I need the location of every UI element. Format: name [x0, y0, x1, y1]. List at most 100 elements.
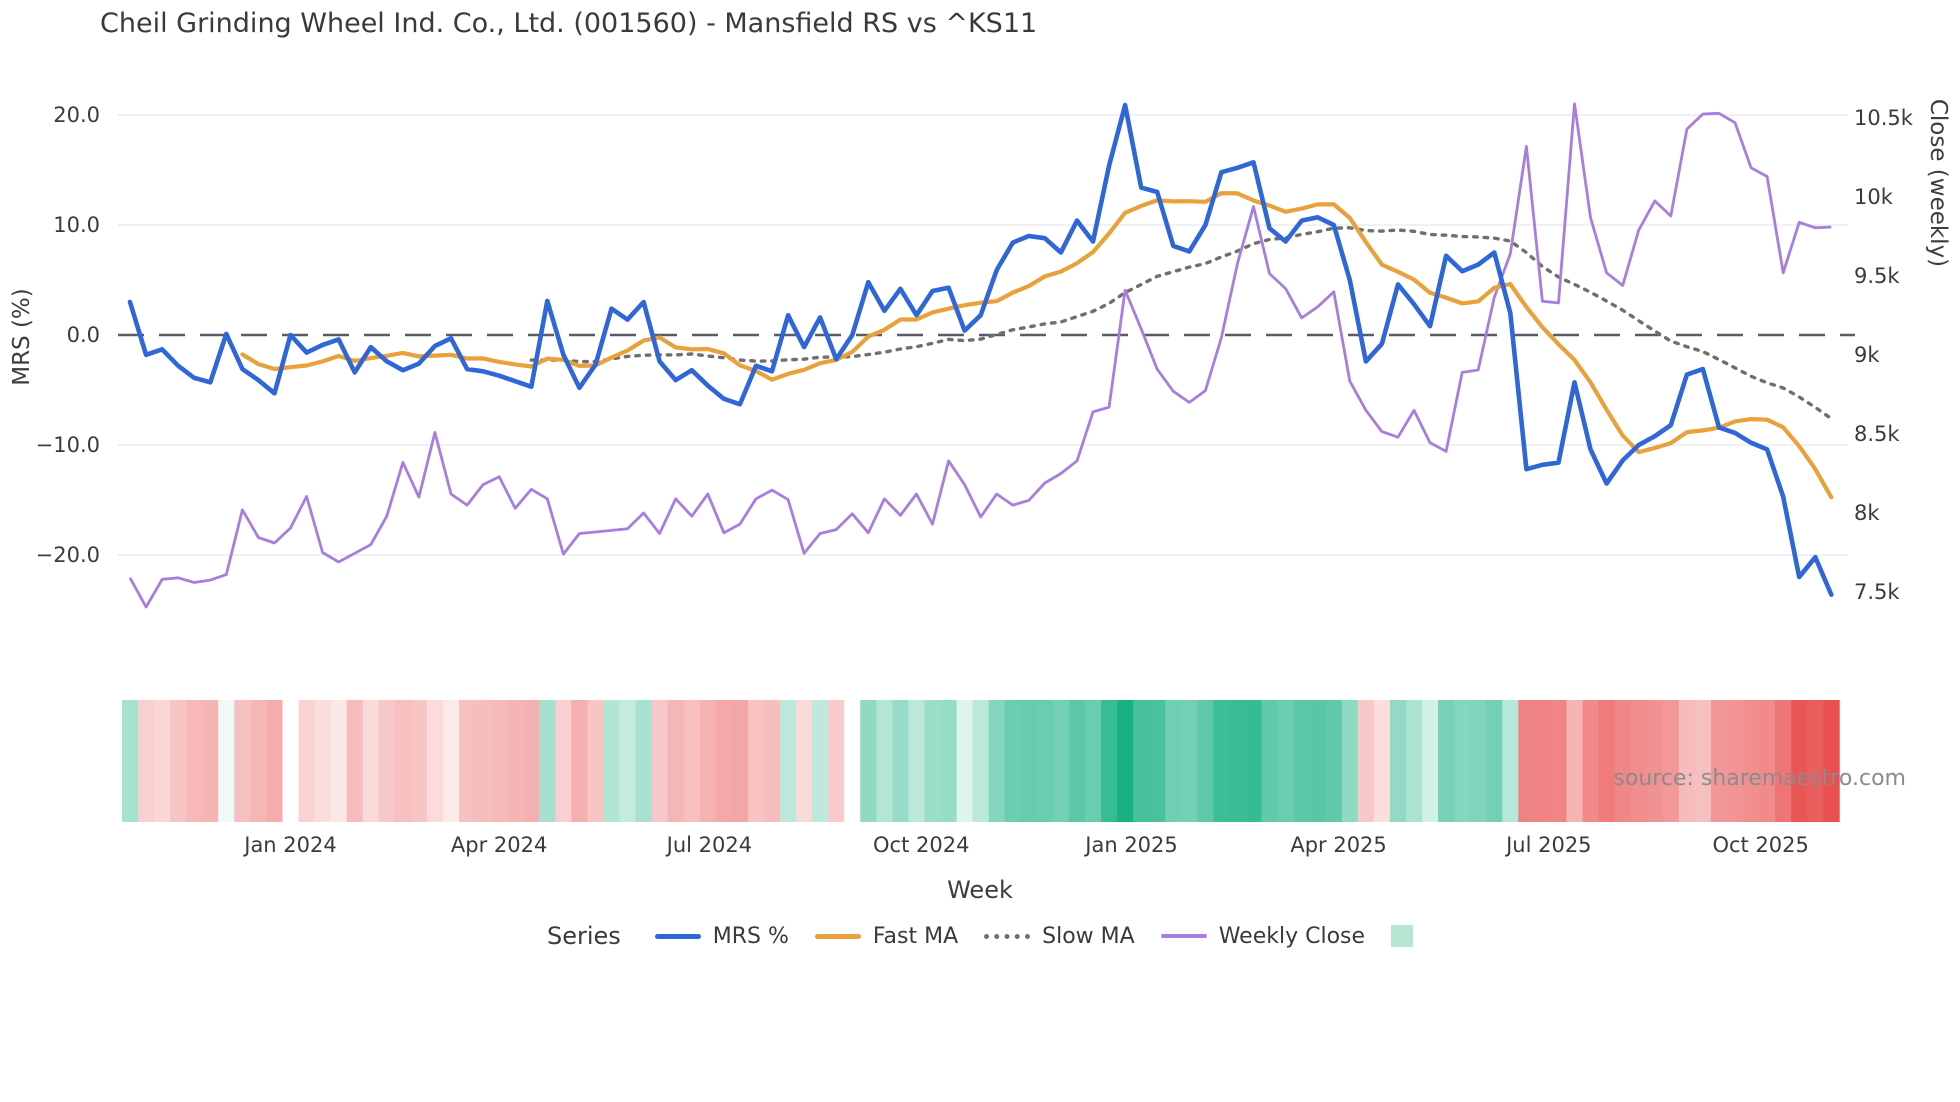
heatmap-cell [908, 700, 925, 822]
right-axis-tick: 8.5k [1854, 422, 1900, 446]
heatmap-cell [1710, 700, 1728, 822]
heatmap-cell [507, 700, 524, 822]
right-axis-tick: 7.5k [1854, 580, 1900, 604]
heatmap-cell [1438, 700, 1455, 822]
right-axis-tick: 9.5k [1854, 264, 1900, 288]
heatmap-cell [1213, 700, 1230, 822]
heatmap-cell [1534, 700, 1551, 822]
x-axis-label: Week [947, 876, 1013, 904]
heatmap-cell [555, 700, 572, 822]
legend: Series MRS % Fast MA Slow MA Weekly Clos… [0, 922, 1960, 950]
heatmap-cell [1582, 700, 1599, 822]
heatmap-cell [346, 700, 364, 822]
heatmap-cell [715, 700, 733, 822]
heatmap-cell [571, 700, 588, 822]
x-axis-tick: Jan 2024 [242, 833, 337, 857]
legend-label-weekly-close: Weekly Close [1218, 923, 1366, 949]
heatmap-cell [426, 700, 444, 822]
heatmap-cell [1341, 700, 1359, 822]
right-axis-tick: 10.5k [1854, 106, 1914, 130]
left-axis-tick: −10.0 [36, 433, 100, 457]
heatmap-cell [1791, 700, 1808, 822]
heatmap-cell [1036, 700, 1054, 822]
legend-label-slow-ma: Slow MA [1042, 923, 1135, 949]
heatmap-cell [1630, 700, 1648, 822]
heatmap-cell [1117, 700, 1134, 822]
legend-label-mrs: MRS % [712, 923, 789, 949]
heatmap-cell [1068, 700, 1086, 822]
heatmap-cell [1646, 700, 1664, 822]
heatmap-cell [1389, 700, 1407, 822]
legend-label-fast-ma: Fast MA [872, 923, 959, 949]
weekly-close-line [128, 102, 1832, 609]
heatmap-cell [1084, 700, 1102, 822]
legend-item-fast-ma: Fast MA [814, 923, 959, 949]
heatmap-cell [796, 700, 813, 822]
heatmap-cell [763, 700, 781, 822]
legend-item-heatmap [1391, 925, 1414, 947]
heatmap-cell [1373, 700, 1391, 822]
heatmap-cell [747, 700, 765, 822]
heatmap-cell [1598, 700, 1616, 822]
heatmap-cell [234, 700, 251, 822]
heatmap-cell [1357, 700, 1375, 822]
heatmap-cell [844, 700, 861, 822]
heatmap-cell [1325, 700, 1343, 822]
heatmap-cell [394, 700, 412, 822]
heatmap-cell [378, 700, 396, 822]
heatmap-cell [619, 700, 636, 822]
legend-title: Series [546, 922, 621, 950]
heatmap-cell [170, 700, 187, 822]
heatmap-cell [298, 700, 315, 822]
heatmap-cell [1694, 700, 1712, 822]
heatmap-cell [410, 700, 428, 822]
heatmap-cell [1486, 700, 1503, 822]
weekly-close-line-swatch [1160, 934, 1207, 938]
heatmap-cell [1020, 700, 1038, 822]
heatmap-cell [876, 700, 893, 822]
heatmap-cell [475, 700, 492, 822]
heatmap-cell [667, 700, 685, 822]
heatmap-cell [1678, 700, 1696, 822]
heatmap-cell [1550, 700, 1567, 822]
heatmap-cell [1807, 700, 1824, 822]
heatmap-cell [1775, 700, 1792, 822]
heatmap-cell [1823, 700, 1840, 822]
heatmap-cell [1133, 700, 1150, 822]
x-axis-tick: Jul 2024 [665, 833, 752, 857]
left-axis-label: MRS (%) [9, 288, 35, 386]
heatmap-cell [442, 700, 460, 822]
heatmap-cell [892, 700, 909, 822]
heatmap-cell [860, 700, 877, 822]
heatmap-cell [603, 700, 620, 822]
heatmap-cell [362, 700, 380, 822]
heatmap-cell [1470, 700, 1487, 822]
right-axis-tick: 10k [1854, 185, 1894, 209]
heatmap-cell [956, 700, 974, 822]
heatmap-cell [587, 700, 604, 822]
heatmap-cell [459, 700, 476, 822]
plot-canvas: 20.0 10.0 0.0 −10.0 −20.0 10.5k 10k 9.5k 9k 8.5k 8… [36, 102, 1914, 857]
heatmap-cell [218, 700, 235, 822]
x-axis-tick: Jul 2025 [1504, 833, 1591, 857]
left-axis-tick: 20.0 [53, 103, 100, 127]
heatmap-cell [1614, 700, 1632, 822]
heatmap-cell [1229, 700, 1246, 822]
heatmap-cell [121, 700, 139, 822]
heatmap-cell [266, 700, 283, 822]
heatmap-cell [1245, 700, 1262, 822]
heatmap-cell [491, 700, 508, 822]
heatmap-cell [186, 700, 203, 822]
heatmap-cell [1502, 700, 1519, 822]
x-axis-tick: Apr 2024 [451, 833, 547, 857]
x-axis-tick: Apr 2025 [1290, 833, 1386, 857]
x-axis-tick: Jan 2025 [1083, 833, 1178, 857]
heatmap-cell [1759, 700, 1776, 822]
chart-title: Cheil Grinding Wheel Ind. Co., Ltd. (001… [100, 8, 1038, 39]
legend-item-mrs: MRS % [654, 923, 789, 949]
heatmap-cell [1518, 700, 1535, 822]
heatmap-cell [1743, 700, 1760, 822]
heatmap-cell [1566, 700, 1583, 822]
fast-ma-line [240, 191, 1834, 500]
